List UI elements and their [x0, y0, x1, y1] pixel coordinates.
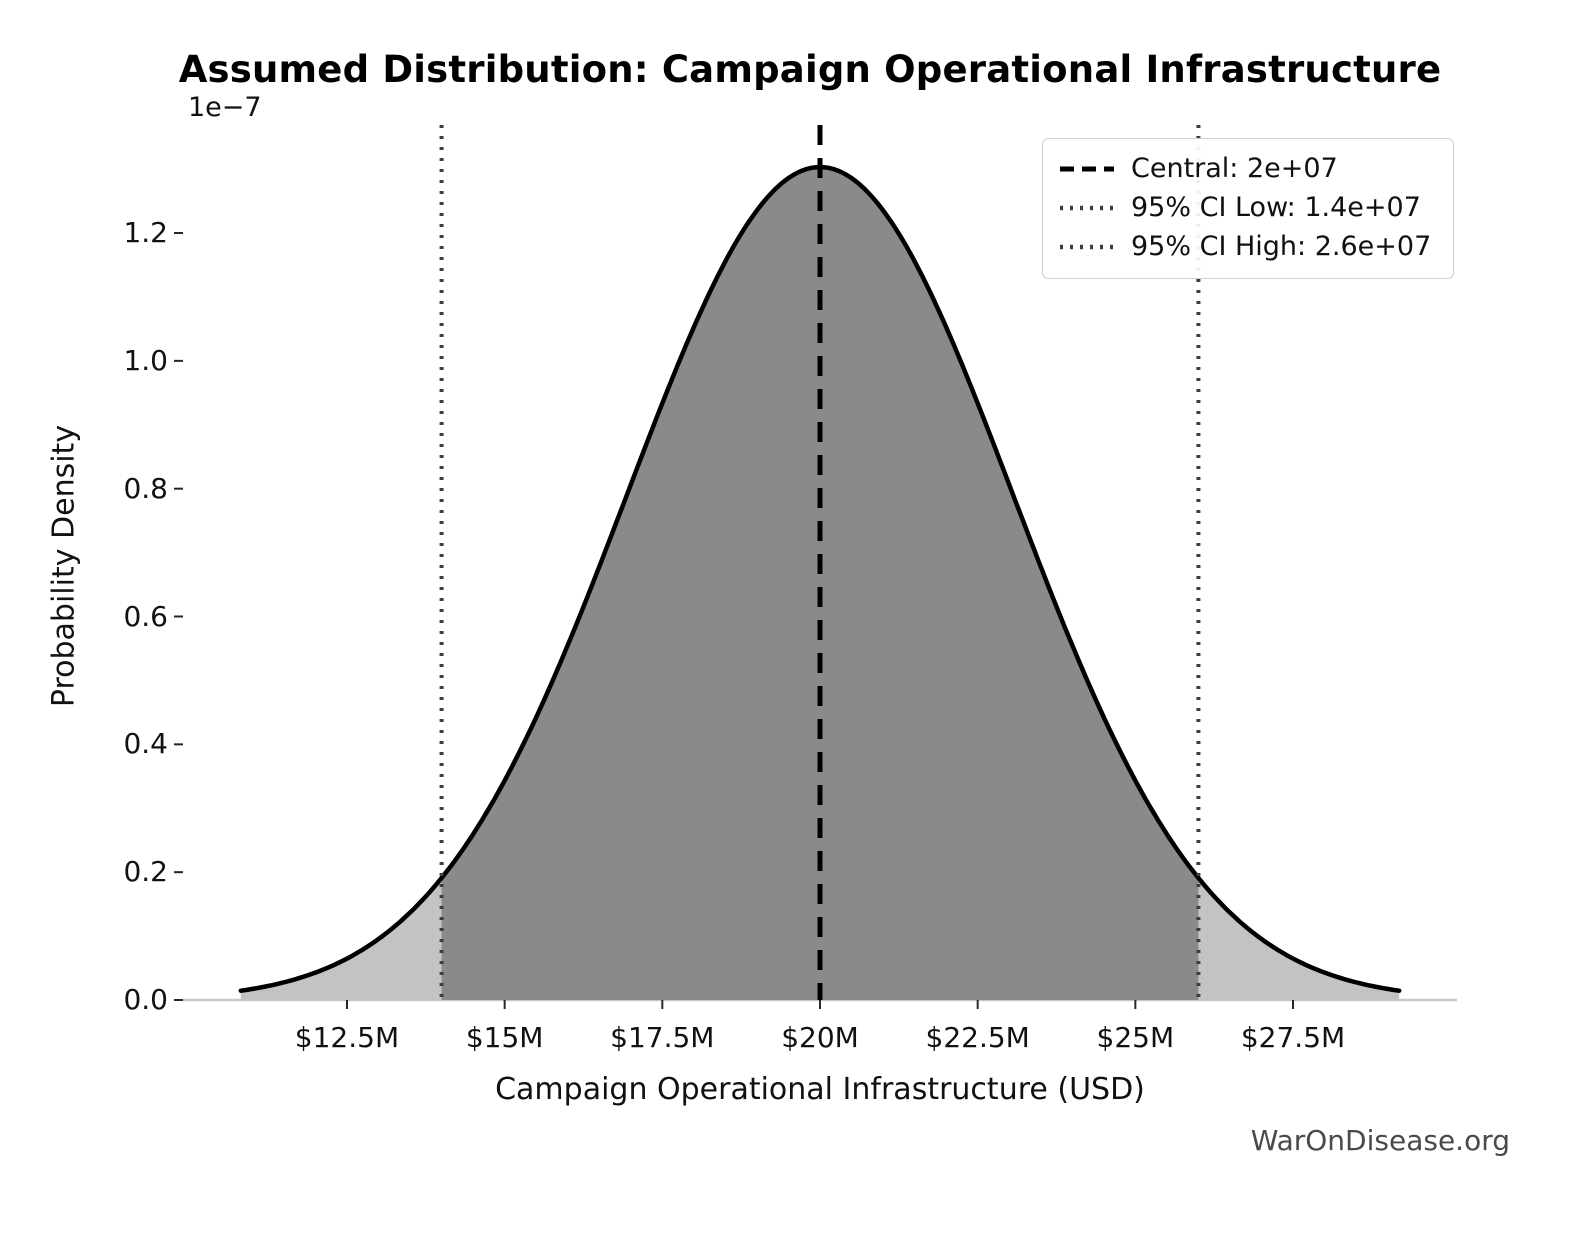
legend-label: Central: 2e+07 [1131, 153, 1338, 184]
axis-tick-marks [174, 232, 1295, 1009]
y-tick-label: 0.8 [123, 471, 168, 505]
y-tick-label: 0.4 [123, 727, 168, 761]
dashed-line-sample [1060, 166, 1114, 171]
y-tick-label: 1.0 [123, 343, 168, 377]
dotted-line-sample [1060, 244, 1114, 249]
chart-title: Assumed Distribution: Campaign Operation… [178, 48, 1442, 91]
x-tick-label: $25M [1096, 1021, 1175, 1054]
y-tick-label: 0.0 [123, 983, 168, 1016]
legend-item: Central: 2e+07 [1059, 149, 1431, 188]
distribution-fill-ci [441, 167, 1199, 1000]
x-tick-label: $12.5M [294, 1021, 400, 1054]
x-tick-label: $22.5M [925, 1021, 1030, 1054]
y-tick-label: 0.6 [123, 599, 168, 633]
legend-item: 95% CI Low: 1.4e+07 [1059, 188, 1431, 227]
watermark: WarOnDisease.org [1250, 1124, 1510, 1157]
x-tick-label: $17.5M [610, 1021, 715, 1054]
legend-label: 95% CI High: 2.6e+07 [1131, 231, 1432, 262]
x-tick-label: $15M [465, 1021, 544, 1054]
legend-label: 95% CI Low: 1.4e+07 [1131, 192, 1421, 223]
legend-item: 95% CI High: 2.6e+07 [1059, 227, 1431, 266]
dotted-line-sample [1060, 205, 1114, 210]
y-axis-offset-label: 1e−7 [188, 92, 262, 123]
x-tick-label: $20M [781, 1021, 859, 1054]
x-axis-label: Campaign Operational Infrastructure (USD… [495, 1072, 1145, 1107]
y-tick-label: 0.2 [123, 855, 168, 889]
legend: Central: 2e+07 95% CI Low: 1.4e+07 95% CI … [1042, 138, 1455, 279]
x-tick-label: $27.5M [1240, 1021, 1346, 1054]
y-tick-label: 1.2 [123, 216, 168, 250]
